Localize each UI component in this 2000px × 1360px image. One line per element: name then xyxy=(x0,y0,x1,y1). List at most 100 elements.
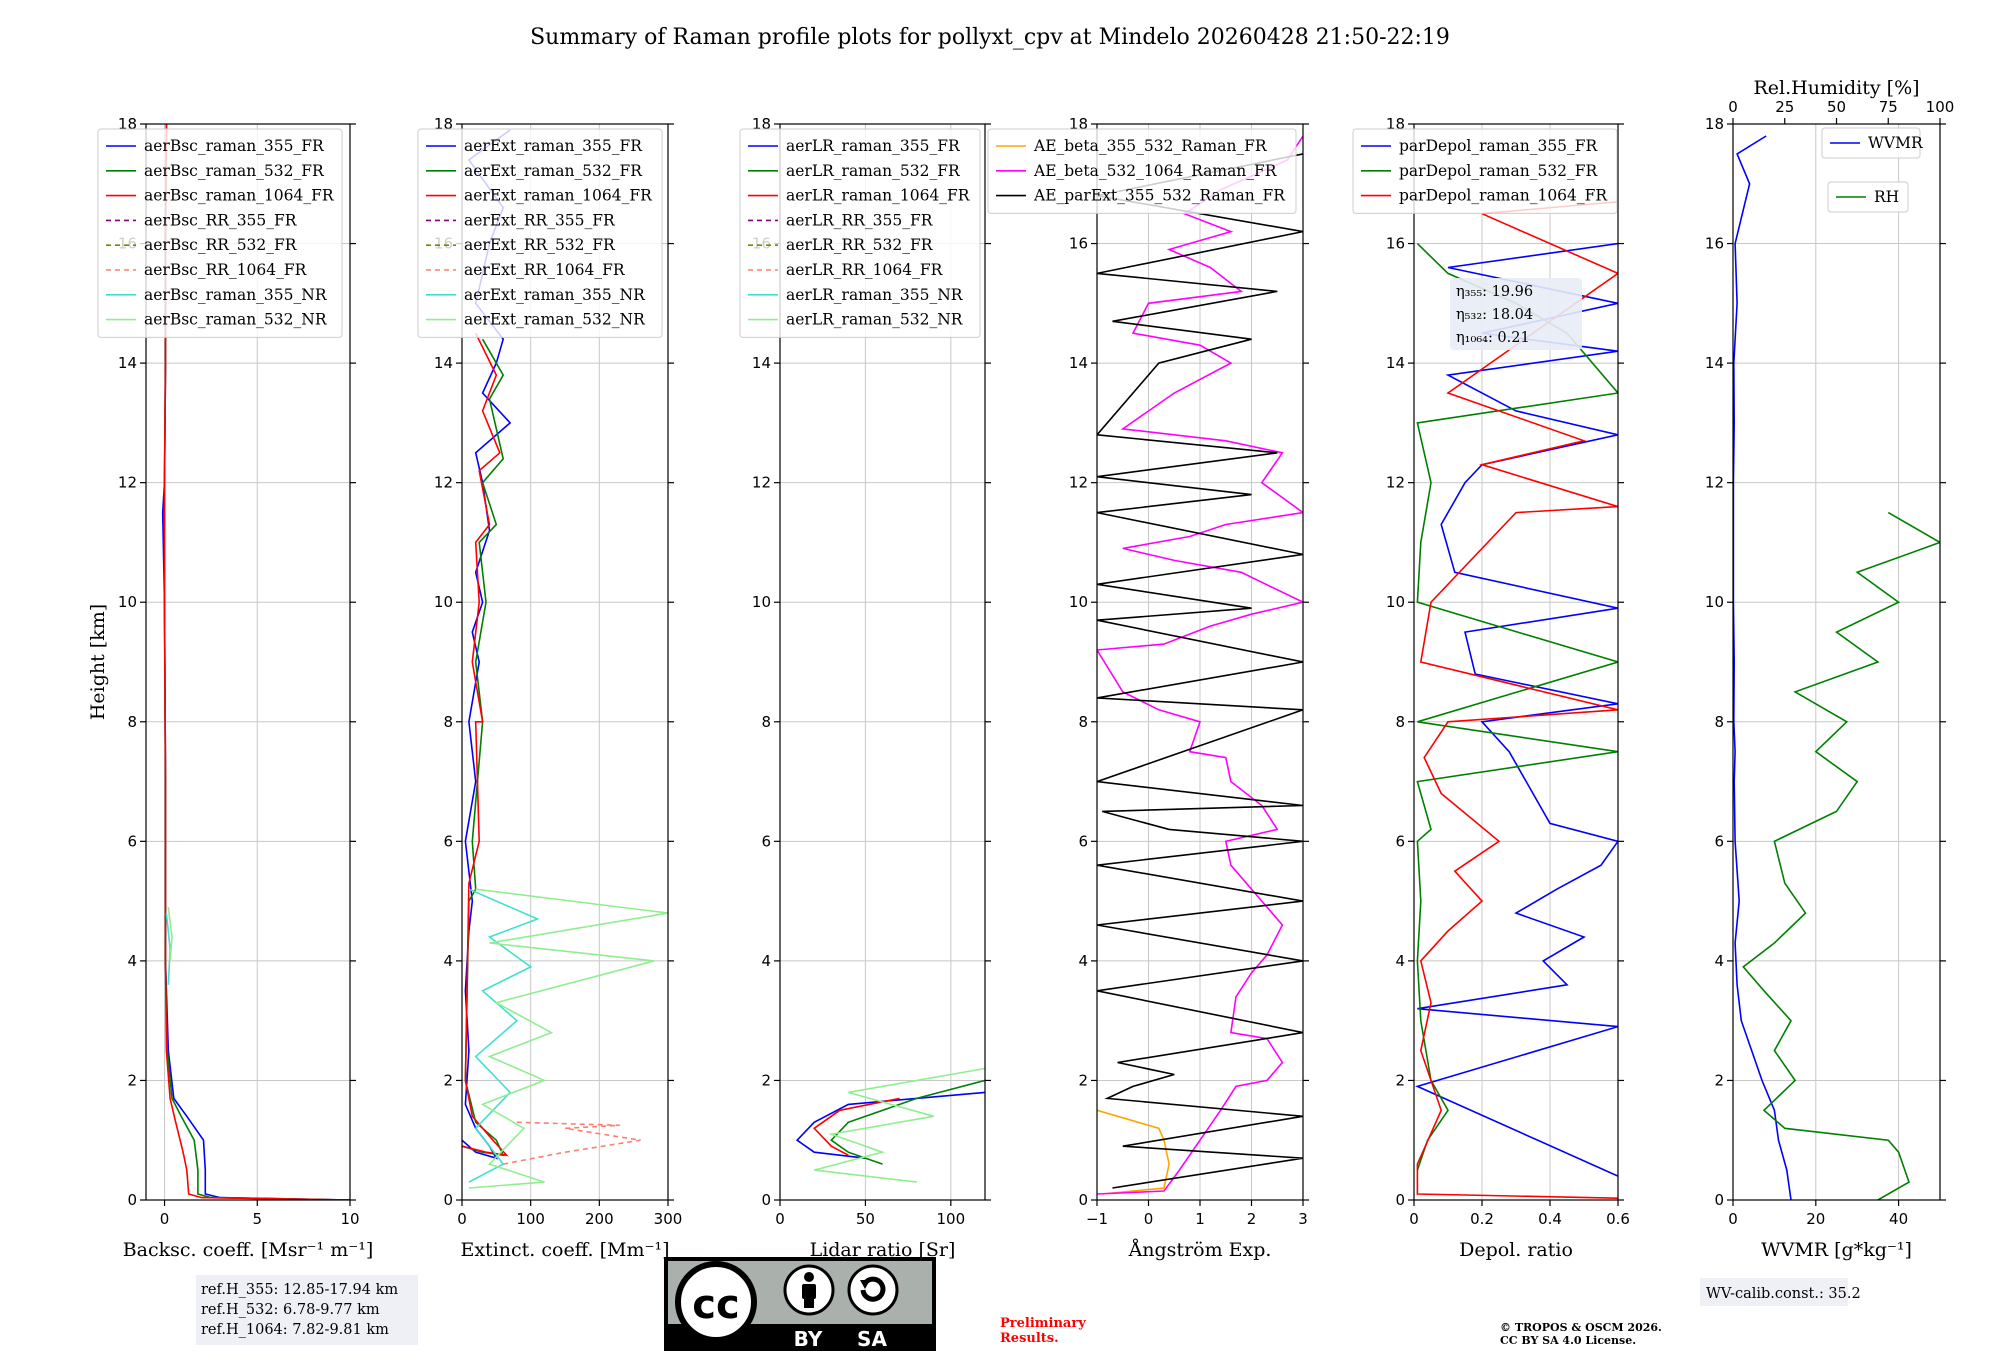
series-line-parDepol_raman_355_FR xyxy=(1415,242,1618,1177)
legend-label: parDepol_raman_355_FR xyxy=(1399,137,1599,155)
y-tick-label: 18 xyxy=(1705,115,1724,133)
x-tick-label: 100 xyxy=(516,1210,545,1228)
axes-frame xyxy=(779,123,986,1201)
y-tick-label: 2 xyxy=(127,1071,137,1089)
legend-label: WVMR xyxy=(1868,134,1924,152)
x-tick-label: 200 xyxy=(585,1210,614,1228)
annotation-box xyxy=(1450,278,1582,350)
x-tick-label: 0 xyxy=(1409,1210,1419,1228)
x-tick-label: 0.6 xyxy=(1606,1210,1630,1228)
series-group xyxy=(1097,135,1303,1195)
legend-label: aerBsc_raman_532_FR xyxy=(144,162,325,180)
x-axis-label: Ångström Exp. xyxy=(1128,1239,1272,1261)
legend-label: aerLR_raman_1064_FR xyxy=(786,187,971,205)
x2-tick-label: 50 xyxy=(1827,98,1846,116)
legend-RH: RH xyxy=(1827,181,1909,213)
cc-by-label: BY xyxy=(794,1327,823,1351)
y-tick-label: 6 xyxy=(761,832,771,850)
series-line-WVMR xyxy=(1733,135,1792,1200)
y-tick-label: 2 xyxy=(761,1071,771,1089)
legend-label: aerExt_raman_532_NR xyxy=(464,311,646,329)
legend-label: parDepol_raman_1064_FR xyxy=(1399,187,1608,205)
preliminary-line-2: Results. xyxy=(1000,1331,1059,1346)
series-line-aerExt_raman_1064_FR xyxy=(462,332,509,1157)
x-tick-label: 100 xyxy=(937,1210,966,1228)
legend-box xyxy=(987,128,1297,214)
x-axis-label: Backsc. coeff. [Msr⁻¹ m⁻¹] xyxy=(123,1239,374,1261)
series-line-aerLR_raman_532_NR xyxy=(813,1067,985,1183)
y-tick-label: 14 xyxy=(752,354,771,372)
x-tick-label: 10 xyxy=(340,1210,359,1228)
x-tick-label: 0.2 xyxy=(1470,1210,1494,1228)
depol-eta-annotation: η₃₅₅: 19.96 η₅₃₂: 18.04 η₁₀₆₄: 0.21 xyxy=(1450,278,1582,350)
legend: parDepol_raman_355_FR parDepol_raman_532_… xyxy=(1352,128,1618,214)
legend-box xyxy=(739,128,981,338)
wv-calib-const: WV-calib.const.: 35.2 xyxy=(1706,1286,1861,1302)
y-tick-label: 10 xyxy=(1069,593,1088,611)
figure-title: Summary of Raman profile plots for polly… xyxy=(530,25,1450,50)
legend-box xyxy=(1821,127,1921,159)
legend-label: aerLR_raman_355_NR xyxy=(786,286,964,304)
ref-height-532: ref.H_532: 6.78-9.77 km xyxy=(201,1302,380,1318)
y-axis-label: Height [km] xyxy=(87,604,109,720)
x-axis-label: Lidar ratio [Sr] xyxy=(810,1239,956,1261)
x-tick-label: 0 xyxy=(1144,1210,1154,1228)
y-tick-label: 6 xyxy=(1395,832,1405,850)
y-tick-label: 2 xyxy=(443,1071,453,1089)
series-group xyxy=(795,1067,985,1183)
x2-tick-label: 100 xyxy=(1926,98,1955,116)
x-tick-label: 40 xyxy=(1889,1210,1908,1228)
y-tick-label: 14 xyxy=(1069,354,1088,372)
y-tick-label: 0 xyxy=(1078,1191,1088,1209)
series-line-aerBsc_raman_1064_FR xyxy=(163,124,350,1200)
y-tick-label: 16 xyxy=(1386,235,1405,253)
legend-label: aerExt_RR_532_FR xyxy=(464,236,616,254)
y-tick-label: 8 xyxy=(127,713,137,731)
x-tick-label: −1 xyxy=(1086,1210,1108,1228)
eta-value: η₅₃₂: 18.04 xyxy=(1456,307,1533,323)
y-tick-label: 14 xyxy=(434,354,453,372)
y-tick-label: 16 xyxy=(1069,235,1088,253)
legend-label: aerBsc_raman_1064_FR xyxy=(144,187,335,205)
series-line-aerLR_raman_1064_FR xyxy=(812,1097,900,1156)
x-tick-label: 5 xyxy=(252,1210,262,1228)
x-axis-label: Extinct. coeff. [Mm⁻¹] xyxy=(460,1239,669,1261)
series-group xyxy=(1415,200,1618,1199)
axes-frame xyxy=(145,123,351,1201)
y-tick-label: 4 xyxy=(127,952,137,970)
x2-tick-label: 25 xyxy=(1775,98,1794,116)
y-tick-label: 4 xyxy=(761,952,771,970)
panel-bsc: 0246810121416180510Backsc. coeff. [Msr⁻¹… xyxy=(97,115,374,1261)
y-tick-label: 2 xyxy=(1714,1071,1724,1089)
y-tick-label: 10 xyxy=(1705,593,1724,611)
x2-tick-label: 0 xyxy=(1728,98,1738,116)
y-tick-label: 4 xyxy=(1395,952,1405,970)
legend-label: aerBsc_RR_532_FR xyxy=(144,236,298,254)
series-line-RH xyxy=(1742,511,1940,1200)
legend-label: parDepol_raman_532_FR xyxy=(1399,162,1599,180)
y-tick-label: 6 xyxy=(1078,832,1088,850)
y-tick-label: 10 xyxy=(434,593,453,611)
x-tick-label: 0.4 xyxy=(1538,1210,1562,1228)
y-tick-label: 4 xyxy=(1078,952,1088,970)
wv-calib-annotation: WV-calib.const.: 35.2 xyxy=(1700,1278,1861,1306)
legend-label: aerExt_RR_355_FR xyxy=(464,211,616,229)
legend: aerBsc_raman_355_FR aerBsc_raman_532_FRae… xyxy=(97,128,343,338)
y-tick-label: 10 xyxy=(1386,593,1405,611)
legend-label: aerBsc_raman_355_FR xyxy=(144,137,325,155)
legend-label: aerExt_raman_355_FR xyxy=(464,137,643,155)
legend-label: aerExt_raman_532_FR xyxy=(464,162,643,180)
legend-label: AE_beta_355_532_Raman_FR xyxy=(1033,137,1268,155)
legend-label: aerExt_RR_1064_FR xyxy=(464,261,626,279)
legend-label: aerExt_raman_355_NR xyxy=(464,286,646,304)
cc-sa-label: SA xyxy=(857,1327,887,1351)
series-group xyxy=(161,124,350,1200)
series-line-parDepol_raman_532_FR xyxy=(1416,243,1618,1171)
legend-label: aerBsc_raman_355_NR xyxy=(144,286,328,304)
y-tick-label: 0 xyxy=(1714,1191,1724,1209)
y-tick-label: 12 xyxy=(1069,474,1088,492)
legend-box xyxy=(1827,181,1909,213)
y-tick-label: 12 xyxy=(1705,474,1724,492)
x-tick-label: 0 xyxy=(160,1210,170,1228)
